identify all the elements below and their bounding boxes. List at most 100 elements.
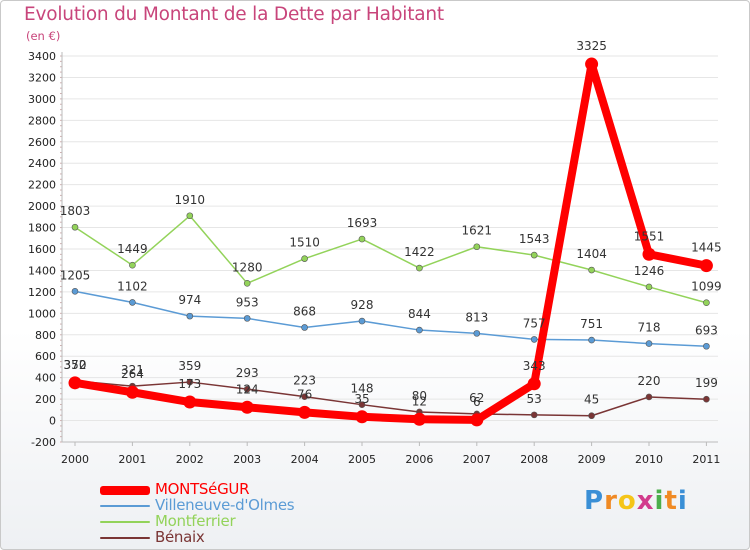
data-point xyxy=(125,385,139,399)
data-label: 953 xyxy=(236,295,259,309)
data-point xyxy=(416,326,423,334)
data-label: 352 xyxy=(64,358,87,372)
logo-letter: i xyxy=(677,486,688,516)
data-label: 343 xyxy=(523,359,546,373)
logo-letter: i xyxy=(654,486,665,516)
data-point xyxy=(243,315,251,322)
y-tick-label: 2400 xyxy=(28,157,56,170)
data-point xyxy=(68,376,82,390)
data-point xyxy=(129,261,136,269)
y-tick-label: 3200 xyxy=(28,71,56,84)
x-tick-label: 2004 xyxy=(291,453,319,466)
data-label: 321 xyxy=(121,363,144,377)
data-point xyxy=(412,412,426,426)
line-chart: -200 0 200 400 600 800 1000 1200 1400 1600 1800 200… xyxy=(28,39,722,466)
data-point xyxy=(588,266,595,274)
data-point xyxy=(473,243,481,251)
logo-letter: t xyxy=(664,486,678,516)
x-tick-label: 2007 xyxy=(463,453,491,466)
data-label: 844 xyxy=(408,307,431,321)
y-tick-label: 400 xyxy=(35,372,56,385)
data-point xyxy=(530,251,538,259)
data-label: 148 xyxy=(351,382,374,396)
y-tick-label: 1000 xyxy=(28,307,56,320)
data-point xyxy=(416,264,423,272)
series-line-3 xyxy=(74,380,708,417)
data-label: 1693 xyxy=(347,216,378,230)
series-line-0 xyxy=(71,60,711,424)
data-label: 62 xyxy=(469,391,484,405)
data-point xyxy=(645,393,653,401)
data-point xyxy=(71,223,79,231)
y-tick-label: 3000 xyxy=(28,93,56,106)
x-tick-label: 2003 xyxy=(233,453,261,466)
data-point xyxy=(358,317,366,325)
data-point xyxy=(298,405,312,419)
data-label: 928 xyxy=(351,298,374,312)
data-label: 76 xyxy=(297,387,312,401)
x-tick-label: 2005 xyxy=(348,453,376,466)
data-point xyxy=(186,312,194,320)
x-tick-label: 2002 xyxy=(176,453,204,466)
data-label: 370 xyxy=(64,358,87,372)
data-point xyxy=(699,259,713,273)
y-tick-label: 2600 xyxy=(28,136,56,149)
y-tick-label: 2800 xyxy=(28,114,56,127)
data-label: 1543 xyxy=(519,232,550,246)
data-point xyxy=(585,57,599,71)
logo-letter: o xyxy=(617,486,637,516)
data-label: 1404 xyxy=(576,247,607,261)
y-tick-label: -200 xyxy=(31,436,56,449)
data-point xyxy=(703,342,710,350)
data-point xyxy=(588,412,595,420)
logo-letter: x xyxy=(636,486,655,516)
data-point xyxy=(703,299,710,307)
data-label: 868 xyxy=(293,304,316,318)
y-tick-label: 2200 xyxy=(28,179,56,192)
x-tick-label: 2011 xyxy=(692,453,720,466)
proxiti-logo: Proxiti xyxy=(584,486,688,516)
data-label: 1099 xyxy=(691,280,722,294)
data-label: 1621 xyxy=(462,224,493,238)
data-label: 264 xyxy=(121,367,144,381)
data-point xyxy=(642,247,656,261)
legend-swatch xyxy=(100,505,150,507)
logo-letter: P xyxy=(584,486,605,516)
data-point xyxy=(186,212,194,220)
data-label: 35 xyxy=(354,392,369,406)
data-point xyxy=(355,410,369,424)
y-tick-label: 3400 xyxy=(28,50,56,63)
legend-label: Villeneuve-d'Olmes xyxy=(155,496,295,514)
data-point xyxy=(358,401,366,408)
data-label: 199 xyxy=(695,376,718,390)
data-label: 751 xyxy=(580,317,603,331)
legend-label: Bénaix xyxy=(155,528,205,546)
data-point xyxy=(301,255,308,262)
data-point xyxy=(71,288,79,295)
data-label: 1551 xyxy=(634,229,665,243)
data-label: 1422 xyxy=(404,245,435,259)
data-label: 12 xyxy=(412,394,427,408)
chart-title: Evolution du Montant de la Dette par Hab… xyxy=(24,4,444,25)
data-point xyxy=(183,395,197,409)
legend-swatch xyxy=(100,521,150,523)
data-point xyxy=(243,385,251,393)
x-tick-label: 2001 xyxy=(118,453,146,466)
data-point xyxy=(470,413,484,427)
y-tick-label: 1400 xyxy=(28,264,56,277)
data-point xyxy=(588,336,595,344)
data-label: 124 xyxy=(236,382,259,396)
y-tick-label: 800 xyxy=(35,329,56,342)
data-label: 693 xyxy=(695,323,718,337)
data-label: 757 xyxy=(523,316,546,330)
data-point xyxy=(645,340,653,347)
data-point xyxy=(530,411,538,419)
data-label: 223 xyxy=(293,374,316,388)
data-point xyxy=(301,393,308,400)
data-point xyxy=(473,330,481,337)
data-label: 1449 xyxy=(117,242,148,256)
x-tick-label: 2008 xyxy=(520,453,548,466)
data-point xyxy=(240,400,254,414)
data-label: 813 xyxy=(465,310,488,324)
